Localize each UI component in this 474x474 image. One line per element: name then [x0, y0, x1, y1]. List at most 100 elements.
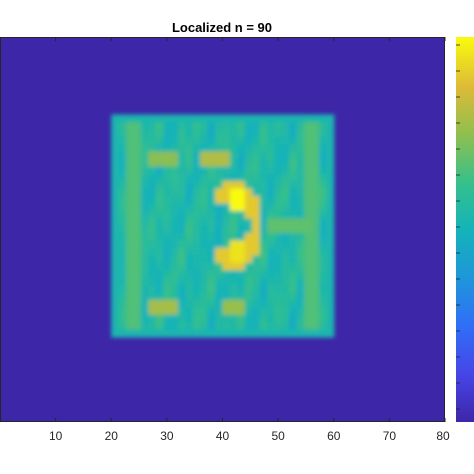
heatmap-cell [170, 144, 179, 153]
heatmap-cell [252, 270, 261, 279]
heatmap-cell [192, 173, 201, 182]
heatmap-cell [192, 225, 201, 234]
heatmap-cell [274, 262, 283, 271]
heatmap-cell [126, 262, 135, 271]
heatmap-cell [111, 322, 120, 331]
heatmap-cell [304, 285, 313, 294]
heatmap-cell [296, 144, 305, 153]
heatmap-cell [267, 329, 276, 338]
heatmap-cell [237, 173, 246, 182]
heatmap-cell [289, 270, 298, 279]
heatmap-cell [118, 166, 127, 175]
heatmap-cell [289, 210, 298, 219]
heatmap-cell [111, 240, 120, 249]
heatmap-cell [296, 314, 305, 323]
heatmap-cell [296, 218, 305, 227]
heatmap-cell [244, 255, 253, 264]
heatmap-cell [252, 114, 261, 123]
heatmap-cell [259, 151, 268, 160]
heatmap-cell [304, 270, 313, 279]
heatmap-cell [126, 285, 135, 294]
heatmap-cell [237, 136, 246, 145]
heatmap-cell [140, 292, 149, 301]
heatmap-cell [155, 314, 164, 323]
heatmap-cell [229, 136, 238, 145]
heatmap-cell [259, 129, 268, 138]
heatmap-cell [207, 210, 216, 219]
heatmap-cell [326, 292, 335, 301]
heatmap-cell [237, 129, 246, 138]
heatmap-cell [170, 188, 179, 197]
heatmap-cell [289, 196, 298, 205]
heatmap-cell [126, 218, 135, 227]
heatmap-cell [200, 114, 209, 123]
heatmap-cell [111, 218, 120, 227]
heatmap-cell [274, 196, 283, 205]
heatmap-cell [140, 314, 149, 323]
heatmap-cell [215, 129, 224, 138]
heatmap-cell [148, 173, 157, 182]
heatmap-cell [244, 144, 253, 153]
heatmap-cell [244, 181, 253, 190]
heatmap-cell [207, 292, 216, 301]
heatmap-cell [163, 240, 172, 249]
heatmap-cell [126, 247, 135, 256]
heatmap-cell [281, 181, 290, 190]
heatmap-cell [118, 329, 127, 338]
heatmap-cell [178, 203, 187, 212]
heatmap-cell [318, 322, 327, 331]
heatmap-cell [237, 233, 246, 242]
heatmap-cell [200, 188, 209, 197]
heatmap-cell [111, 233, 120, 242]
heatmap-cell [296, 270, 305, 279]
heatmap-cell [311, 240, 320, 249]
heatmap-cell [326, 277, 335, 286]
heatmap-cell [326, 270, 335, 279]
heatmap-cell [111, 285, 120, 294]
heatmap-cell [133, 196, 142, 205]
chart-title: Localized n = 90 [172, 20, 272, 35]
heatmap-cell [185, 144, 194, 153]
heatmap-cell [296, 188, 305, 197]
heatmap-cell [222, 151, 231, 160]
heatmap-cell [326, 129, 335, 138]
heatmap-cell [192, 136, 201, 145]
heatmap-cell [118, 270, 127, 279]
heatmap-cell [237, 307, 246, 316]
heatmap-cell [296, 285, 305, 294]
heatmap-cell [185, 166, 194, 175]
heatmap-cell [244, 262, 253, 271]
heatmap-cell [237, 225, 246, 234]
heatmap-cell [178, 158, 187, 167]
heatmap-cell [118, 129, 127, 138]
heatmap-cell [178, 233, 187, 242]
heatmap-cell [318, 188, 327, 197]
heatmap-cell [163, 166, 172, 175]
heatmap-cell [133, 322, 142, 331]
heatmap-cell [259, 188, 268, 197]
heatmap-cell [244, 285, 253, 294]
x-tick-label: 70 [383, 429, 397, 443]
heatmap-cell [304, 299, 313, 308]
heatmap-cell [237, 255, 246, 264]
heatmap-cell [304, 314, 313, 323]
heatmap-cell [133, 314, 142, 323]
heatmap-cell [215, 277, 224, 286]
heatmap-cell [318, 181, 327, 190]
heatmap-cell [326, 218, 335, 227]
heatmap-cell [192, 181, 201, 190]
heatmap-cell [326, 262, 335, 271]
heatmap-cell [163, 292, 172, 301]
heatmap-cell [304, 247, 313, 256]
heatmap-cell [163, 255, 172, 264]
heatmap-cell [289, 136, 298, 145]
heatmap-cell [111, 151, 120, 160]
heatmap-cell [326, 307, 335, 316]
heatmap-cell [237, 114, 246, 123]
heatmap-cell [111, 270, 120, 279]
heatmap-cell [140, 225, 149, 234]
heatmap-cell [267, 322, 276, 331]
heatmap-cell [318, 210, 327, 219]
heatmap-cell [215, 247, 224, 256]
